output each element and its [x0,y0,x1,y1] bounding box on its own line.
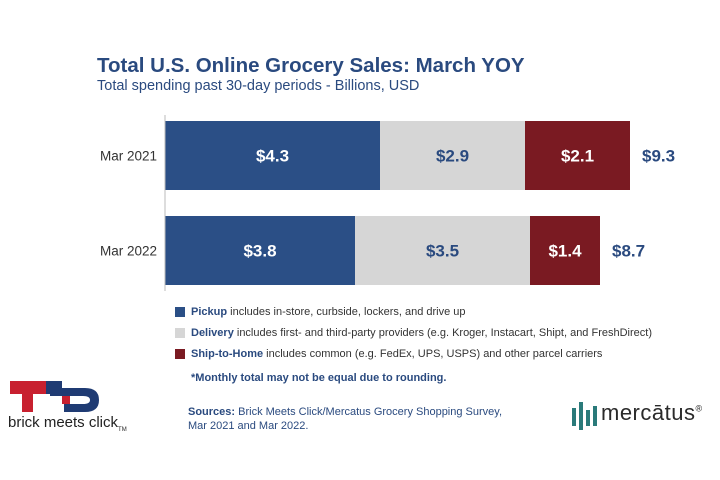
bar-label-ship-to-home-mar-2022: $1.4 [548,242,582,261]
rounding-footnote: *Monthly total may not be equal due to r… [191,372,447,384]
chart-title: Total U.S. Online Grocery Sales: March Y… [97,54,525,77]
bar-ship-to-home-mar-2021 [525,121,630,190]
chart-subtitle: Total spending past 30-day periods - Bil… [97,78,420,94]
bar-ship-to-home-mar-2022 [530,216,600,285]
mercatus-wordmark: mercātus® [601,400,703,425]
bar-delivery-mar-2021 [380,121,525,190]
brick-meets-click-logo-icon [10,381,99,412]
sources-note: Sources: Brick Meets Click/Mercatus Groc… [188,405,502,433]
category-label-mar-2022: Mar 2022 [100,244,157,259]
legend-swatch-pickup [175,307,185,317]
total-label-mar-2021: $9.3 [642,147,675,166]
legend-swatch-ship-to-home [175,349,185,359]
stacked-bar-chart: Mar 2021 $4.3 $2.9 $2.1 $9.3 Mar 2022 $3.8 $3.5… [100,115,675,291]
bar-label-pickup-mar-2021: $4.3 [256,147,289,166]
mercatus-logo-icon [572,402,597,430]
total-label-mar-2022: $8.7 [612,242,645,261]
sources-label: Sources: [188,406,236,418]
legend-label-ship-to-home: Ship-to-Home [191,348,264,360]
bar-delivery-mar-2022 [355,216,530,285]
legend-desc-pickup: includes in-store, curbside, lockers, an… [227,306,466,318]
bar-pickup-mar-2021 [165,121,380,190]
bar-label-ship-to-home-mar-2021: $2.1 [561,147,594,166]
category-label-mar-2021: Mar 2021 [100,149,157,164]
brick-meets-click-wordmark: brick meets clickTM [8,414,127,433]
legend-swatch-delivery [175,328,185,338]
bar-label-delivery-mar-2021: $2.9 [436,147,469,166]
legend-desc-delivery: includes first- and third-party provider… [233,327,652,339]
sources-line1: Brick Meets Click/Mercatus Grocery Shopp… [235,406,503,418]
legend-label-delivery: Delivery [191,327,234,339]
bar-pickup-mar-2022 [165,216,355,285]
legend-label-pickup: Pickup [191,306,228,318]
legend-desc-ship-to-home: includes common (e.g. FedEx, UPS, USPS) … [263,348,603,360]
bar-label-delivery-mar-2022: $3.5 [426,242,459,261]
bar-label-pickup-mar-2022: $3.8 [243,242,276,261]
sources-line2: Mar 2021 and Mar 2022. [188,420,309,432]
